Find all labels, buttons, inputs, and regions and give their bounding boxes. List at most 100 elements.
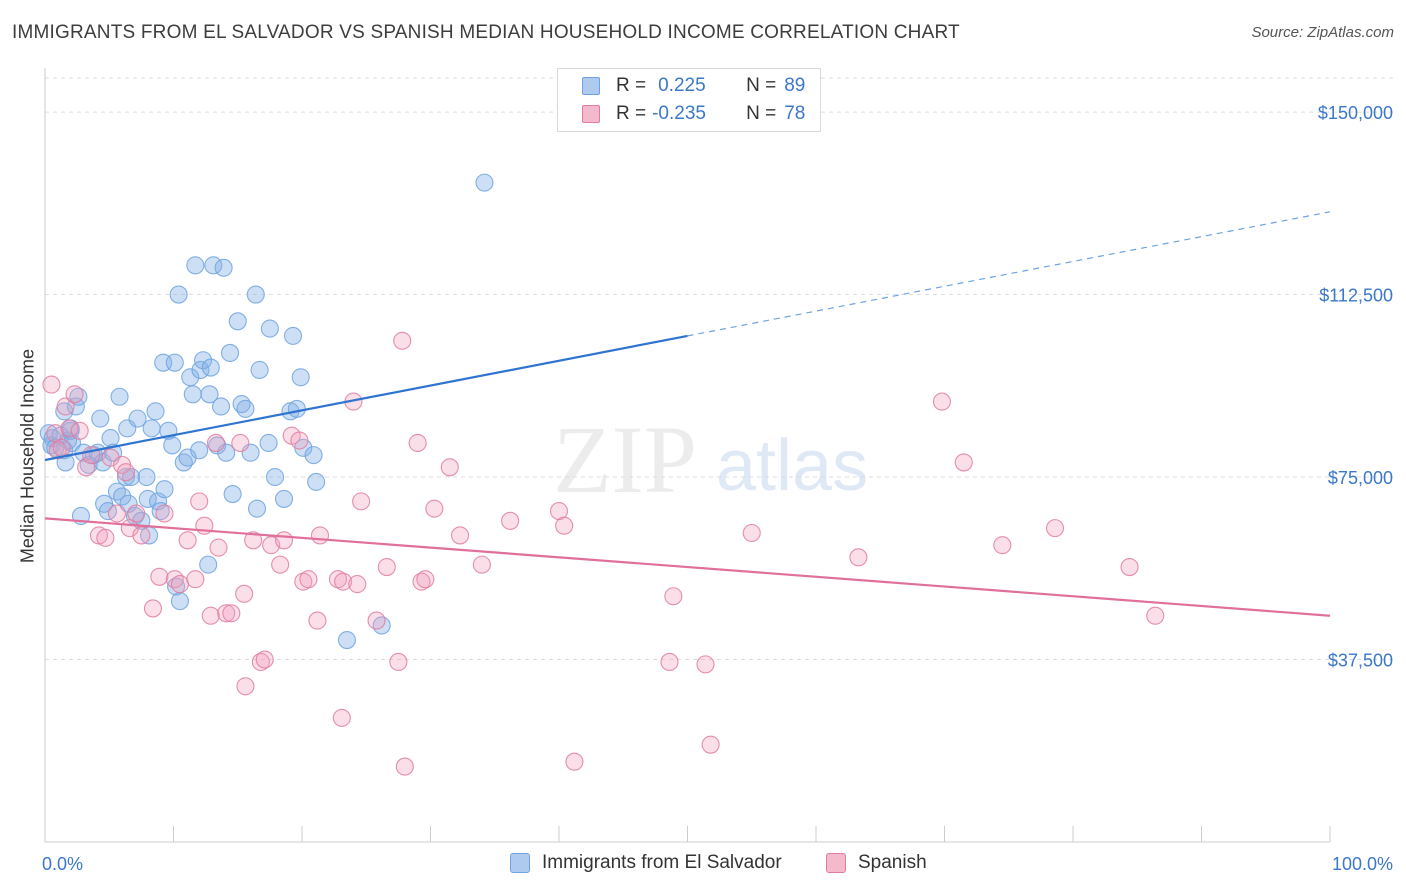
data-point-spanish (56, 397, 75, 416)
bottom-legend-spanish[interactable]: Spanish (826, 852, 927, 874)
data-point-el-salvador (250, 360, 269, 380)
data-point-spanish (696, 655, 715, 674)
data-point-el-salvador (110, 387, 129, 406)
data-point-spanish (472, 555, 491, 574)
trend-line-el-salvador (44, 334, 688, 462)
data-point-el-salvador (220, 343, 240, 362)
data-point-spanish (451, 526, 470, 545)
data-point-spanish (255, 650, 274, 669)
y-tick-label: $75,000 (1328, 468, 1393, 488)
bottom-legend-el-salvador[interactable]: Immigrants from El Salvador (510, 852, 782, 874)
y-tick-label: $37,500 (1328, 651, 1393, 671)
data-point-spanish (190, 492, 209, 511)
data-point-spanish (165, 570, 184, 589)
data-point-el-salvador (372, 616, 391, 635)
tick-labels: $37,500 $75,000 $112,500 $150,000 0.0% 100.0% (42, 103, 1393, 874)
data-point-el-salvador (183, 385, 202, 404)
n-label: N = (746, 103, 777, 124)
data-point-el-salvador (260, 319, 279, 338)
r-value-spanish: -0.235 (652, 103, 706, 124)
legend-swatch-spanish (582, 105, 600, 123)
data-point-el-salvador (122, 467, 141, 487)
data-point-el-salvador (116, 467, 136, 487)
data-point-spanish (440, 458, 459, 477)
data-point-el-salvador (228, 312, 247, 331)
y-tick-label: $112,500 (1319, 286, 1393, 306)
r-value-el-salvador: 0.225 (658, 75, 706, 96)
data-point-spanish (993, 536, 1012, 555)
data-point-spanish (501, 511, 520, 530)
data-point-el-salvador (155, 480, 174, 499)
data-point-spanish (348, 575, 367, 594)
data-point-spanish (1146, 606, 1165, 625)
data-point-el-salvador (236, 399, 255, 418)
data-point-spanish (299, 570, 318, 589)
data-point-spanish (290, 431, 309, 450)
data-point-spanish (96, 528, 115, 547)
chart-title: IMMIGRANTS FROM EL SALVADOR VS SPANISH M… (12, 22, 960, 43)
x-tick-label: 0.0% (42, 854, 83, 874)
data-point-spanish (52, 438, 71, 457)
r-label: R = (616, 103, 647, 124)
watermark-atlas: atlas (716, 426, 868, 506)
data-point-spanish (310, 526, 330, 545)
n-value-el-salvador: 89 (784, 75, 806, 96)
watermark: ZIP atlas (553, 406, 868, 513)
data-point-spanish (555, 516, 574, 535)
data-point-spanish (186, 570, 205, 589)
data-point-el-salvador (259, 433, 278, 453)
data-point-spanish (132, 526, 151, 545)
data-point-spanish (217, 604, 236, 623)
data-point-spanish (274, 531, 294, 550)
trend-extension-el-salvador (687, 211, 1331, 337)
data-point-el-salvador (163, 436, 182, 455)
data-point-el-salvador (107, 482, 127, 501)
legend-swatch-spanish (826, 853, 846, 873)
data-point-spanish (1120, 558, 1139, 577)
data-point-spanish (206, 433, 225, 453)
legend-label-spanish: Spanish (858, 852, 927, 873)
y-axis-label: Median Household Income (17, 348, 38, 564)
data-point-spanish (65, 385, 84, 404)
data-point-el-salvador (223, 485, 242, 504)
data-point-el-salvador (194, 351, 213, 370)
data-point-spanish (932, 392, 951, 411)
source-label: Source: ZipAtlas.com (1251, 24, 1394, 41)
data-points (39, 173, 1165, 776)
data-point-el-salvador (199, 555, 218, 574)
data-point-spanish (107, 504, 127, 523)
data-point-spanish (954, 453, 973, 472)
data-point-spanish (127, 504, 146, 523)
data-point-el-salvador (247, 499, 267, 518)
data-point-spanish (42, 375, 61, 394)
legend-row-spanish: R = -0.235 N = 78 (582, 102, 805, 126)
data-point-spanish (235, 584, 254, 603)
data-point-spanish (742, 523, 761, 543)
watermark-zip: ZIP (553, 406, 697, 513)
n-value-spanish: 78 (784, 103, 806, 124)
data-point-el-salvador (265, 467, 285, 487)
data-point-el-salvador (146, 402, 165, 421)
legend-label-el-salvador: Immigrants from El Salvador (542, 852, 782, 873)
data-point-spanish (408, 433, 427, 453)
legend-swatch-el-salvador (510, 853, 530, 873)
data-point-spanish (70, 421, 89, 440)
r-label: R = (616, 75, 647, 96)
data-point-el-salvador (170, 592, 189, 611)
data-point-spanish (1045, 519, 1065, 538)
data-point-spanish (416, 570, 435, 589)
data-point-spanish (236, 677, 255, 696)
data-point-el-salvador (137, 467, 156, 487)
data-point-el-salvador (201, 358, 220, 377)
data-point-el-salvador (186, 256, 205, 275)
data-point-el-salvador (211, 397, 231, 416)
data-point-el-salvador (287, 399, 306, 418)
data-point-spanish (664, 587, 683, 606)
data-point-spanish (389, 652, 408, 671)
data-point-spanish (155, 504, 174, 523)
data-point-el-salvador (246, 285, 265, 304)
data-point-el-salvador (475, 173, 494, 192)
data-point-spanish (565, 752, 584, 771)
data-point-spanish (201, 606, 220, 625)
data-point-el-salvador (128, 409, 147, 428)
